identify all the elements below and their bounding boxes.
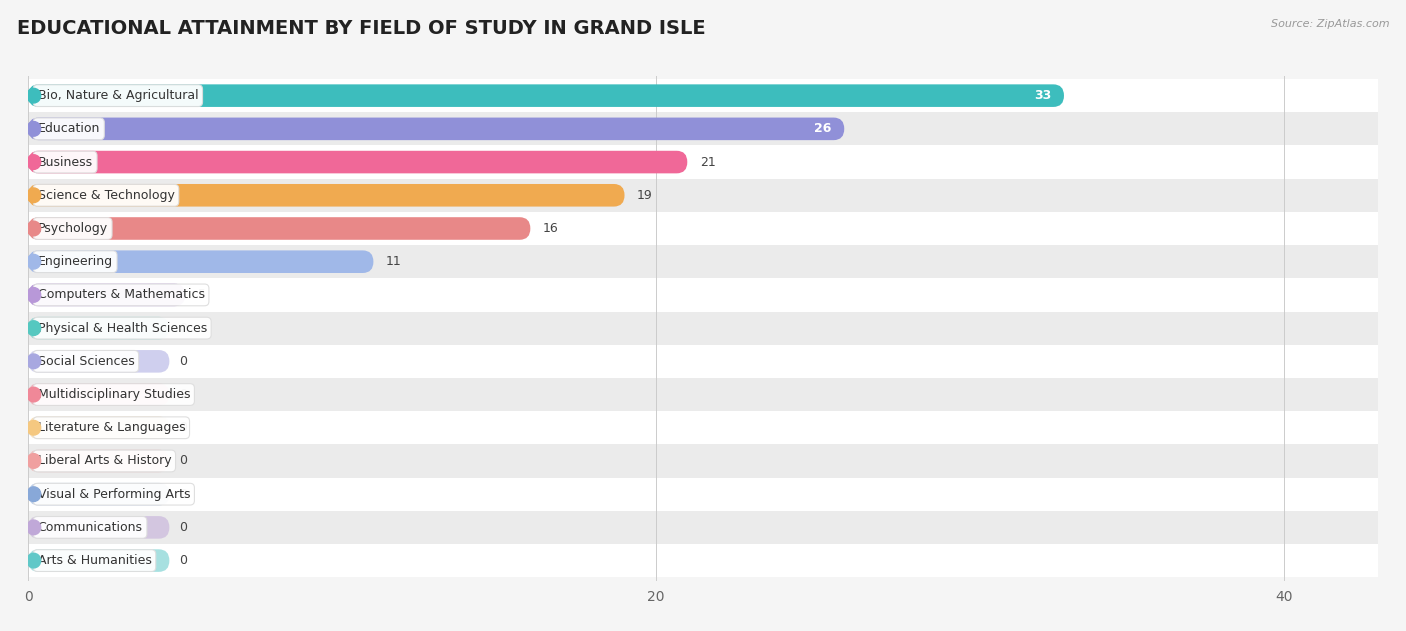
Bar xyxy=(28,112,1378,146)
FancyBboxPatch shape xyxy=(28,483,169,505)
Text: 19: 19 xyxy=(637,189,652,202)
Text: 21: 21 xyxy=(700,156,716,168)
Circle shape xyxy=(27,420,41,435)
Circle shape xyxy=(27,487,41,502)
Text: EDUCATIONAL ATTAINMENT BY FIELD OF STUDY IN GRAND ISLE: EDUCATIONAL ATTAINMENT BY FIELD OF STUDY… xyxy=(17,19,706,38)
Text: Liberal Arts & History: Liberal Arts & History xyxy=(38,454,172,468)
Text: 0: 0 xyxy=(179,388,187,401)
Bar xyxy=(28,345,1378,378)
Circle shape xyxy=(27,88,41,103)
Text: 0: 0 xyxy=(179,554,187,567)
Text: 0: 0 xyxy=(179,521,187,534)
FancyBboxPatch shape xyxy=(28,383,169,406)
Bar xyxy=(28,245,1378,278)
Circle shape xyxy=(27,520,41,534)
Text: 11: 11 xyxy=(387,255,402,268)
FancyBboxPatch shape xyxy=(28,350,169,373)
Text: 0: 0 xyxy=(179,422,187,434)
Circle shape xyxy=(27,155,41,169)
Bar xyxy=(28,378,1378,411)
Bar xyxy=(28,544,1378,577)
Circle shape xyxy=(27,288,41,302)
FancyBboxPatch shape xyxy=(28,416,169,439)
FancyBboxPatch shape xyxy=(28,85,1064,107)
Bar xyxy=(28,79,1378,112)
Bar xyxy=(28,444,1378,478)
Circle shape xyxy=(27,387,41,402)
Text: Computers & Mathematics: Computers & Mathematics xyxy=(38,288,204,302)
FancyBboxPatch shape xyxy=(28,251,374,273)
FancyBboxPatch shape xyxy=(28,450,169,472)
FancyBboxPatch shape xyxy=(28,217,530,240)
Text: Psychology: Psychology xyxy=(38,222,108,235)
Text: 5: 5 xyxy=(198,288,205,302)
FancyBboxPatch shape xyxy=(28,184,624,206)
Text: Communications: Communications xyxy=(38,521,142,534)
FancyBboxPatch shape xyxy=(28,550,169,572)
Circle shape xyxy=(27,254,41,269)
FancyBboxPatch shape xyxy=(28,317,169,339)
Circle shape xyxy=(27,354,41,369)
Text: Literature & Languages: Literature & Languages xyxy=(38,422,186,434)
Text: Education: Education xyxy=(38,122,100,136)
Text: 0: 0 xyxy=(179,322,187,334)
FancyBboxPatch shape xyxy=(28,516,169,539)
Circle shape xyxy=(27,188,41,203)
Bar xyxy=(28,411,1378,444)
Circle shape xyxy=(27,221,41,236)
Text: Science & Technology: Science & Technology xyxy=(38,189,174,202)
Circle shape xyxy=(27,122,41,136)
Text: 26: 26 xyxy=(814,122,832,136)
FancyBboxPatch shape xyxy=(28,283,186,306)
FancyBboxPatch shape xyxy=(28,151,688,174)
Text: 16: 16 xyxy=(543,222,558,235)
Bar xyxy=(28,212,1378,245)
Text: 0: 0 xyxy=(179,355,187,368)
Text: 33: 33 xyxy=(1035,89,1052,102)
Circle shape xyxy=(27,321,41,336)
Text: Arts & Humanities: Arts & Humanities xyxy=(38,554,152,567)
Bar xyxy=(28,312,1378,345)
Text: Multidisciplinary Studies: Multidisciplinary Studies xyxy=(38,388,190,401)
Text: Business: Business xyxy=(38,156,93,168)
Text: Engineering: Engineering xyxy=(38,255,112,268)
Text: Physical & Health Sciences: Physical & Health Sciences xyxy=(38,322,207,334)
Text: Bio, Nature & Agricultural: Bio, Nature & Agricultural xyxy=(38,89,198,102)
Circle shape xyxy=(27,553,41,568)
Bar xyxy=(28,478,1378,510)
Text: Visual & Performing Arts: Visual & Performing Arts xyxy=(38,488,190,500)
Bar xyxy=(28,278,1378,312)
Circle shape xyxy=(27,454,41,468)
Bar xyxy=(28,179,1378,212)
Text: 0: 0 xyxy=(179,488,187,500)
Text: 0: 0 xyxy=(179,454,187,468)
Bar xyxy=(28,510,1378,544)
Text: Source: ZipAtlas.com: Source: ZipAtlas.com xyxy=(1271,19,1389,29)
Text: Social Sciences: Social Sciences xyxy=(38,355,135,368)
FancyBboxPatch shape xyxy=(28,117,844,140)
Bar xyxy=(28,146,1378,179)
